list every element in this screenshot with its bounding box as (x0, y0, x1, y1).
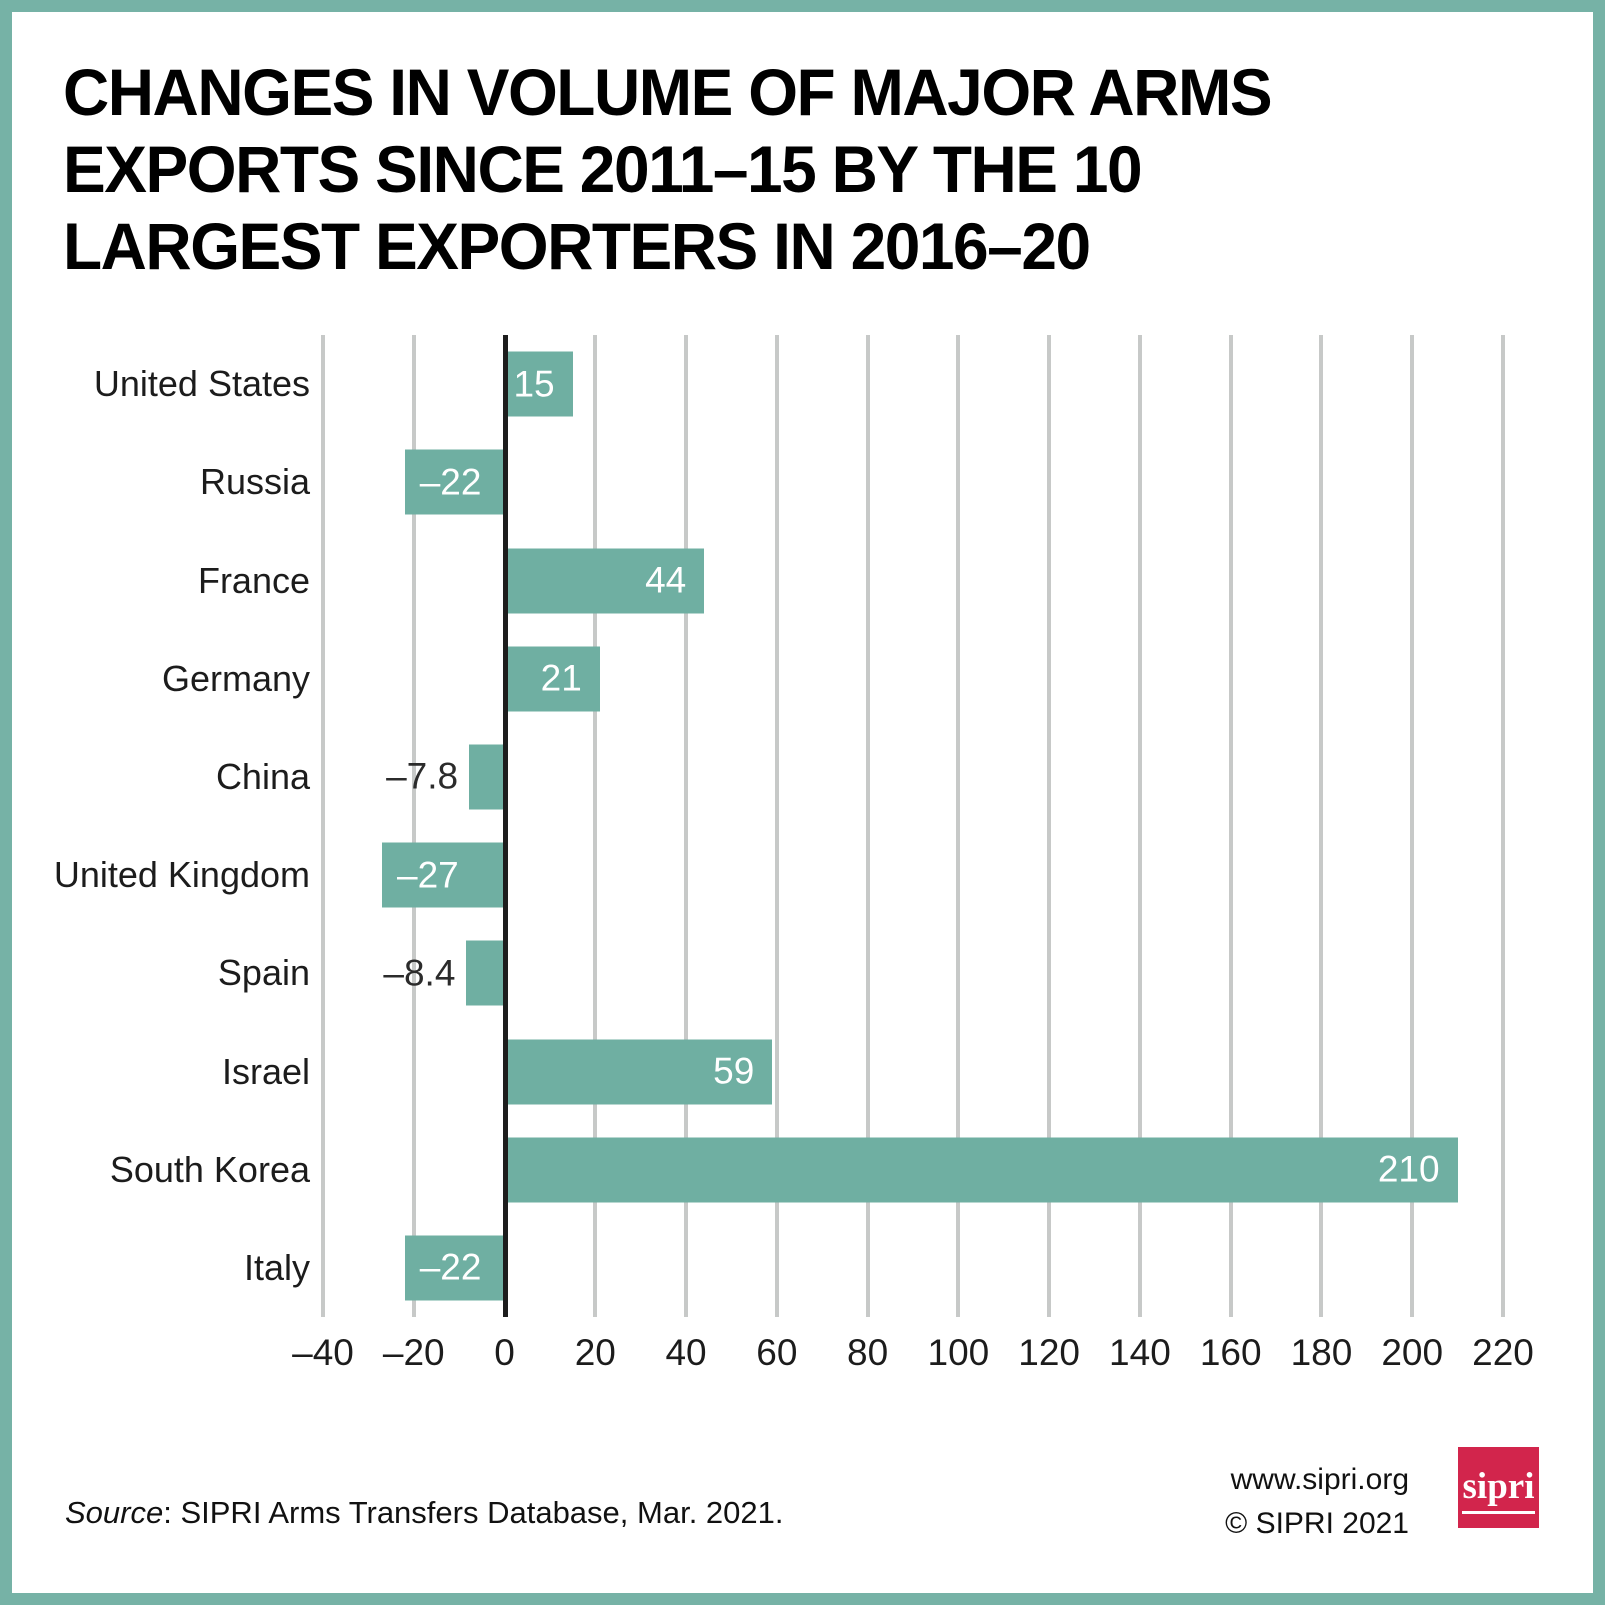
chart-row: Italy –22 (12, 1219, 1503, 1317)
gridline (684, 335, 689, 1317)
website-url: www.sipri.org (1230, 1463, 1409, 1496)
chart-row: United States 15 (12, 335, 1503, 433)
category-label: South Korea (109, 1148, 310, 1190)
bar: –22 (404, 1235, 505, 1301)
x-tick-label: –40 (292, 1332, 354, 1373)
chart-row: United Kingdom –27 (12, 826, 1503, 924)
bar: 44 (504, 548, 705, 613)
bar: 21 (504, 646, 600, 712)
category-label: United States (93, 363, 310, 405)
sipri-logo: sipri (1458, 1447, 1539, 1528)
gridline (1501, 335, 1505, 1317)
chart-row: Russia –22 (12, 433, 1503, 531)
gridline (956, 335, 961, 1317)
plot-gridlines (321, 335, 1505, 1317)
x-tick-label: 100 (927, 1332, 990, 1373)
bar-track: –22 (323, 1219, 1503, 1317)
category-label: Israel (221, 1050, 310, 1092)
gridline (593, 335, 598, 1317)
bar: 210 (504, 1137, 1458, 1203)
bar-value-label: 44 (645, 559, 687, 601)
x-tick-label: 80 (847, 1332, 889, 1373)
gridline (1047, 335, 1052, 1317)
bar: –8.4 (383, 940, 505, 1006)
bar: –22 (404, 449, 505, 515)
chart-row: France 44 (12, 531, 1503, 629)
x-tick-label: 0 (494, 1332, 515, 1373)
x-tick-label: 160 (1199, 1332, 1262, 1373)
bar-value-label: 15 (513, 363, 555, 405)
bar-value-label: –8.4 (383, 952, 456, 994)
bar-track: 210 (323, 1121, 1503, 1219)
bar: –7.8 (386, 744, 505, 810)
chart-row: China –7.8 (12, 728, 1503, 826)
category-label: France (197, 559, 310, 601)
gridline (1137, 335, 1142, 1317)
bar-value-label: –22 (419, 1246, 482, 1288)
footer-credits: www.sipri.org © SIPRI 2021 (1225, 1458, 1409, 1546)
category-label: Spain (217, 952, 310, 994)
sipri-logo-text: sipri (1461, 1468, 1536, 1514)
gridline (411, 335, 416, 1317)
bar-track: –22 (323, 433, 1503, 531)
bar-value-label: 21 (540, 657, 582, 699)
category-label: China (215, 755, 310, 797)
bar-value-label: 210 (1377, 1148, 1440, 1190)
x-tick-label: –20 (382, 1332, 445, 1373)
category-label: Italy (243, 1246, 310, 1288)
bar-track: 15 (323, 335, 1503, 433)
bar-track: –7.8 (323, 728, 1503, 826)
bar-track: 44 (323, 531, 1503, 629)
category-label: United Kingdom (53, 854, 310, 896)
chart-row: South Korea 210 (12, 1121, 1503, 1219)
chart-title: CHANGES IN VOLUME OF MAJOR ARMS EXPORTS … (63, 54, 1273, 285)
gridline (774, 335, 779, 1317)
gridline (1319, 335, 1324, 1317)
x-tick-label: 120 (1018, 1332, 1081, 1373)
x-axis: –40 –20 0 20 40 60 80 100 120 140 160 180 200 220 (292, 1324, 1534, 1380)
chart-row: Spain –8.4 (12, 924, 1503, 1022)
chart-title-line-2: EXPORTS SINCE 2011–15 BY THE 10 (63, 132, 1143, 206)
chart-row: Israel 59 (12, 1022, 1503, 1120)
bar-track: –8.4 (323, 924, 1503, 1022)
category-label: Germany (161, 657, 310, 699)
gridline (1410, 335, 1415, 1317)
bar: –27 (382, 842, 505, 908)
source-word: Source (65, 1495, 164, 1530)
category-label: Russia (199, 461, 310, 503)
bar-value-label: –7.8 (386, 755, 459, 797)
x-tick-label: 60 (756, 1332, 798, 1373)
x-tick-label: 180 (1290, 1332, 1353, 1373)
x-tick-label: 200 (1381, 1332, 1444, 1373)
chart-title-line-3: LARGEST EXPORTERS IN 2016–20 (63, 209, 1091, 283)
bar-value-label: –27 (397, 854, 459, 896)
bar-chart: United States 15 Russia –22 France 44 Germany 2… (12, 335, 1503, 1317)
x-tick-label: 220 (1472, 1332, 1534, 1373)
zero-axis-line (502, 335, 508, 1317)
x-tick-label: 140 (1109, 1332, 1171, 1373)
bar-value-label: –22 (419, 461, 482, 503)
bar-track: 21 (323, 630, 1503, 728)
x-tick-label: 40 (665, 1332, 707, 1373)
bar-track: –27 (323, 826, 1503, 924)
chart-row: Germany 21 (12, 630, 1503, 728)
gridline (865, 335, 870, 1317)
gridline (1228, 335, 1233, 1317)
bar-value-label: 59 (713, 1050, 755, 1092)
copyright-text: © SIPRI 2021 (1225, 1507, 1409, 1540)
chart-title-line-1: CHANGES IN VOLUME OF MAJOR ARMS (63, 55, 1273, 129)
bar-track: 59 (323, 1022, 1503, 1120)
source-note: Source: SIPRI Arms Transfers Database, M… (65, 1495, 784, 1531)
x-tick-label: 20 (574, 1332, 616, 1373)
bar: 59 (504, 1039, 773, 1105)
gridline (321, 335, 325, 1317)
source-text: : SIPRI Arms Transfers Database, Mar. 20… (163, 1495, 784, 1530)
bar: 15 (504, 351, 573, 417)
